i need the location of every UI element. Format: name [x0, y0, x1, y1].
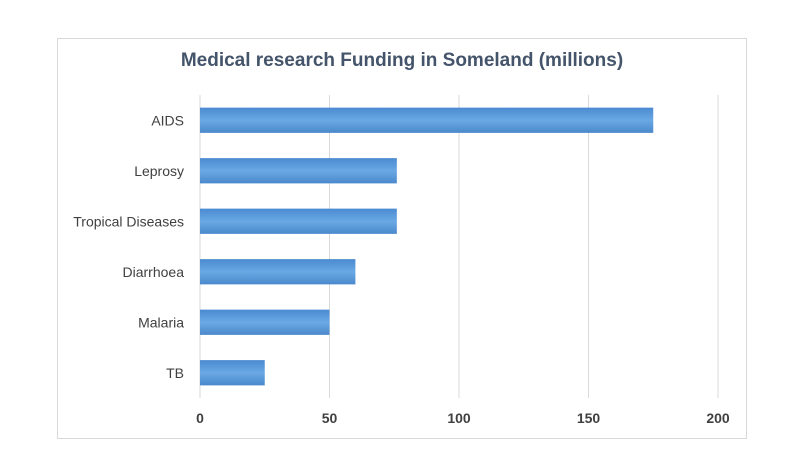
bar-diarrhoea [200, 259, 356, 285]
category-label: Tropical Diseases [73, 213, 184, 229]
x-tick-label: 150 [577, 410, 601, 426]
category-label: Leprosy [134, 163, 184, 179]
bar-malaria [200, 309, 330, 335]
bar-tb [200, 360, 265, 386]
chart-title: Medical research Funding in Someland (mi… [180, 50, 624, 71]
x-tick-label: 50 [322, 410, 338, 426]
gridlines [199, 95, 719, 398]
chart-frame [57, 38, 747, 439]
bars [200, 107, 654, 386]
x-tick-label: 0 [196, 410, 204, 426]
x-tick-labels: 0 50 100 150 200 [196, 410, 730, 426]
bar-leprosy [200, 158, 397, 184]
category-labels: AIDS Leprosy Tropical Diseases Diarrhoea Mal… [73, 112, 184, 381]
category-label: TB [166, 365, 184, 381]
bar-aids [200, 107, 654, 133]
category-label: Malaria [138, 314, 184, 330]
bar-tropical-diseases [200, 208, 397, 234]
category-label: AIDS [151, 112, 184, 128]
x-tick-label: 200 [706, 410, 730, 426]
category-label: Diarrhoea [123, 264, 185, 280]
x-tick-label: 100 [447, 410, 471, 426]
